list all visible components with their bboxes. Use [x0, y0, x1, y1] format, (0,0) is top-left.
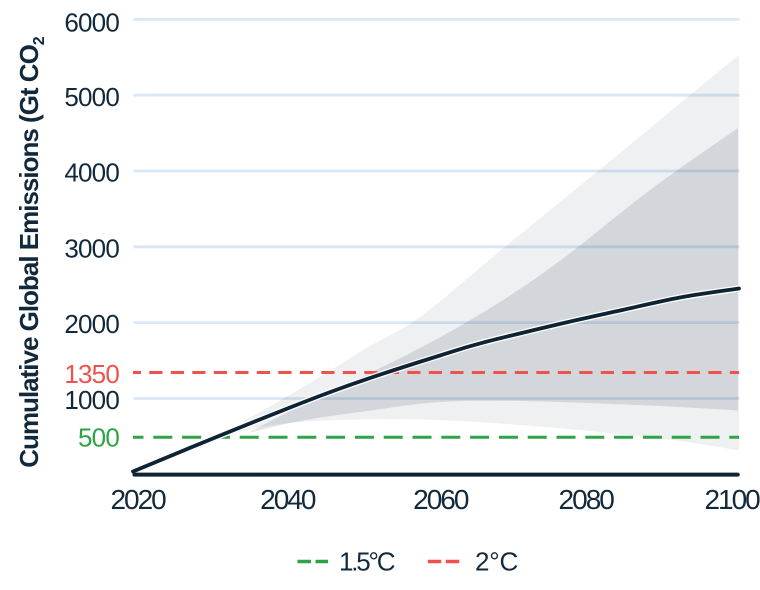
- svg-text:2100: 2100: [704, 484, 760, 515]
- svg-text:3000: 3000: [64, 233, 119, 263]
- svg-text:2020: 2020: [110, 484, 166, 515]
- svg-text:2080: 2080: [559, 484, 615, 515]
- svg-text:500: 500: [78, 423, 119, 453]
- svg-text:2°C: 2°C: [475, 547, 518, 577]
- svg-text:2040: 2040: [260, 484, 316, 515]
- svg-text:Cumulative Global Emissions (G: Cumulative Global Emissions (Gt CO2: [14, 36, 48, 468]
- svg-text:2000: 2000: [64, 309, 119, 339]
- svg-text:1000: 1000: [64, 385, 119, 415]
- svg-text:2060: 2060: [413, 484, 469, 515]
- svg-text:6000: 6000: [64, 8, 119, 38]
- svg-text:4000: 4000: [64, 158, 119, 188]
- svg-text:5000: 5000: [64, 82, 119, 112]
- svg-text:1350: 1350: [64, 359, 119, 389]
- svg-text:1.5°C: 1.5°C: [339, 547, 395, 577]
